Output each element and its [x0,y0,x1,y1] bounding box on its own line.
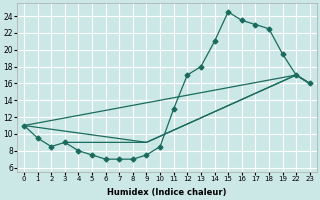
X-axis label: Humidex (Indice chaleur): Humidex (Indice chaleur) [107,188,227,197]
